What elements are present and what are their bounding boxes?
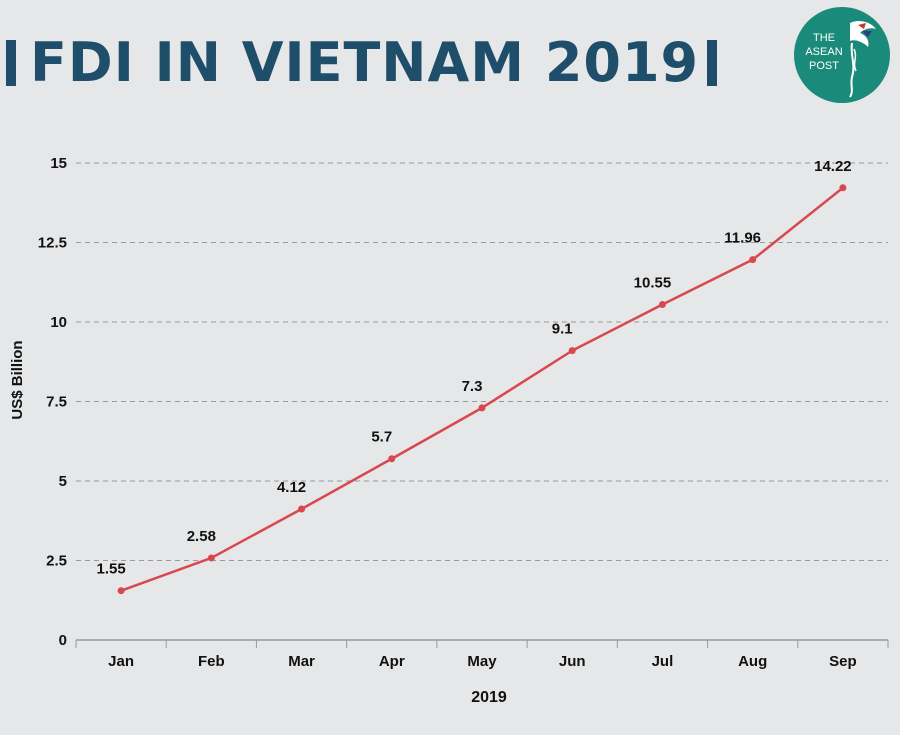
- y-tick-label: 5: [59, 473, 67, 490]
- the-asean-post-logo: THE ASEAN POST: [794, 7, 890, 103]
- data-label: 4.12: [277, 479, 306, 496]
- data-label: 5.7: [371, 429, 392, 446]
- y-axis-label: US$ Billion: [9, 340, 26, 419]
- data-label: 1.55: [97, 561, 126, 578]
- x-tick-label: Feb: [198, 653, 225, 670]
- title-right-bar: [707, 40, 718, 86]
- data-point: [749, 256, 757, 264]
- logo-line2: ASEAN: [805, 46, 842, 58]
- logo-line3: POST: [809, 60, 839, 72]
- y-tick-label: 2.5: [46, 553, 67, 570]
- x-tick-label: Jun: [559, 653, 586, 670]
- y-tick-label: 10: [50, 314, 67, 331]
- data-label: 11.96: [724, 230, 761, 247]
- data-label: 10.55: [634, 275, 672, 292]
- data-point: [207, 554, 215, 562]
- x-tick-label: May: [467, 653, 497, 670]
- x-tick-label: Aug: [738, 653, 767, 670]
- data-point: [839, 184, 847, 192]
- x-tick-label: Jul: [652, 653, 674, 670]
- title-bar: FDI IN VIETNAM 2019: [0, 28, 790, 98]
- data-label: 2.58: [187, 528, 216, 545]
- x-axis-label: 2019: [471, 689, 507, 706]
- data-label: 14.22: [814, 158, 852, 175]
- x-tick-label: Mar: [288, 653, 315, 670]
- grid-lines: [76, 162, 888, 561]
- logo-line1: THE: [813, 32, 835, 44]
- y-tick-label: 7.5: [46, 394, 67, 411]
- data-labels: 1.55 2.58 4.12 5.7 7.3 9.1 10.55 11.96 14.22: [97, 158, 852, 578]
- x-axis: Jan Feb Mar Apr May Jun Jul Aug Sep: [75, 639, 889, 670]
- x-tick-label: Jan: [108, 653, 134, 670]
- data-label: 9.1: [552, 321, 573, 338]
- y-tick-label: 12.5: [38, 235, 67, 252]
- data-point: [117, 587, 125, 595]
- data-point: [478, 404, 486, 412]
- y-tick-label: 15: [50, 155, 67, 172]
- y-axis-ticks: 0 2.5 5 7.5 10 12.5 15: [38, 155, 67, 649]
- data-label: 7.3: [462, 378, 483, 395]
- data-point: [298, 505, 306, 513]
- data-point: [568, 347, 576, 355]
- x-tick-label: Apr: [379, 653, 405, 670]
- y-tick-label: 0: [59, 632, 67, 649]
- data-point: [658, 301, 666, 309]
- hummingbird-icon: [849, 21, 876, 98]
- series-line-group: [117, 184, 847, 595]
- page-title: FDI IN VIETNAM 2019: [30, 31, 700, 94]
- data-point: [388, 455, 396, 463]
- x-tick-label: Sep: [829, 653, 857, 670]
- title-left-bar: [6, 40, 16, 86]
